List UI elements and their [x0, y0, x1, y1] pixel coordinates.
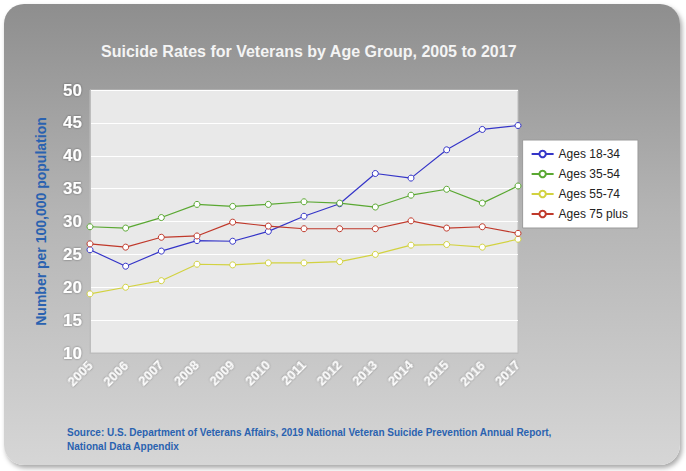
svg-text:Source: U.S. Department of Vet: Source: U.S. Department of Veterans Affa…: [67, 427, 552, 438]
svg-text:2011: 2011: [279, 358, 310, 389]
svg-text:2010: 2010: [243, 358, 274, 389]
svg-text:2005: 2005: [64, 358, 95, 389]
svg-text:2009: 2009: [207, 358, 238, 389]
svg-text:2016: 2016: [457, 358, 488, 389]
svg-text:35: 35: [63, 179, 82, 198]
svg-text:2015: 2015: [421, 358, 452, 389]
svg-text:30: 30: [63, 212, 82, 231]
svg-text:10: 10: [63, 344, 82, 363]
svg-text:20: 20: [63, 278, 82, 297]
svg-text:Ages 75 plus: Ages 75 plus: [559, 207, 628, 221]
svg-text:15: 15: [63, 311, 82, 330]
svg-text:2006: 2006: [100, 358, 131, 389]
svg-text:2017: 2017: [492, 358, 523, 389]
svg-text:Ages 18-34: Ages 18-34: [559, 147, 621, 161]
svg-text:50: 50: [63, 81, 82, 100]
svg-text:2008: 2008: [171, 358, 202, 389]
svg-text:2014: 2014: [385, 357, 417, 389]
svg-text:National Data Appendix: National Data Appendix: [67, 441, 179, 452]
svg-text:45: 45: [63, 113, 82, 132]
svg-text:2012: 2012: [314, 358, 345, 389]
svg-text:2013: 2013: [350, 358, 381, 389]
svg-text:40: 40: [63, 146, 82, 165]
svg-text:Ages 55-74: Ages 55-74: [559, 187, 621, 201]
svg-text:Ages 35-54: Ages 35-54: [559, 167, 621, 181]
svg-text:Number per 100,000 population: Number per 100,000 population: [33, 117, 49, 326]
svg-text:2007: 2007: [136, 358, 167, 389]
svg-text:25: 25: [63, 245, 82, 264]
svg-text:Suicide Rates for Veterans by: Suicide Rates for Veterans by Age Group,…: [101, 43, 517, 60]
